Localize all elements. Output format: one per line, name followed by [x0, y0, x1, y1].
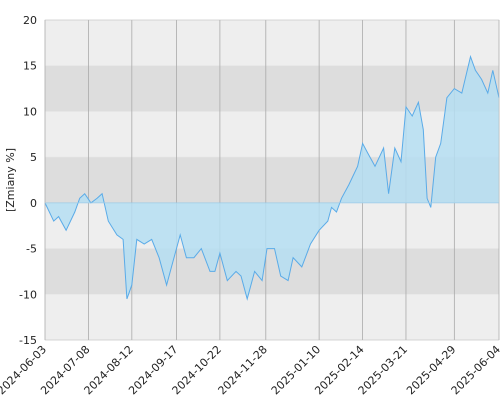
y-tick-label: 10: [23, 105, 37, 118]
plot-frame: [44, 19, 500, 341]
line: [44, 54, 500, 301]
y-tick-label: -5: [26, 243, 37, 256]
x-tick-label: 2024-11-28: [216, 343, 270, 397]
y-tick-label: 20: [23, 14, 37, 27]
y-tick-label: 15: [23, 60, 37, 73]
y-tick-label: -10: [19, 288, 37, 301]
y-tick-label: 0: [30, 197, 37, 210]
y-tick-label: 5: [30, 151, 37, 164]
y-axis-label: [Zmiany %]: [4, 148, 17, 212]
area: [45, 56, 499, 299]
grid-band: [45, 248, 499, 295]
grid-band: [45, 157, 499, 203]
grid-band: [45, 65, 499, 112]
y-tick-label: -15: [19, 334, 37, 347]
